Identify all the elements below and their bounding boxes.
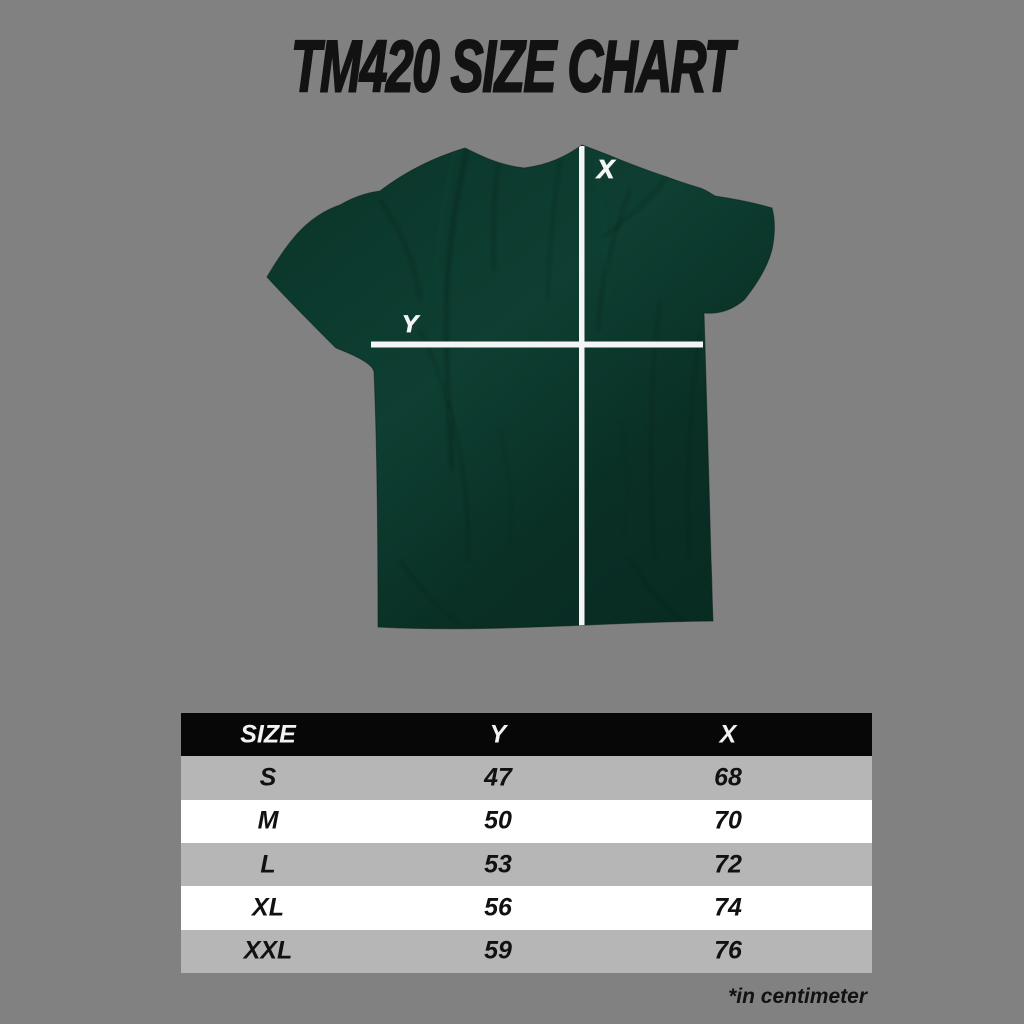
- svg-text:Y: Y: [402, 311, 420, 338]
- svg-text:X: X: [595, 154, 616, 184]
